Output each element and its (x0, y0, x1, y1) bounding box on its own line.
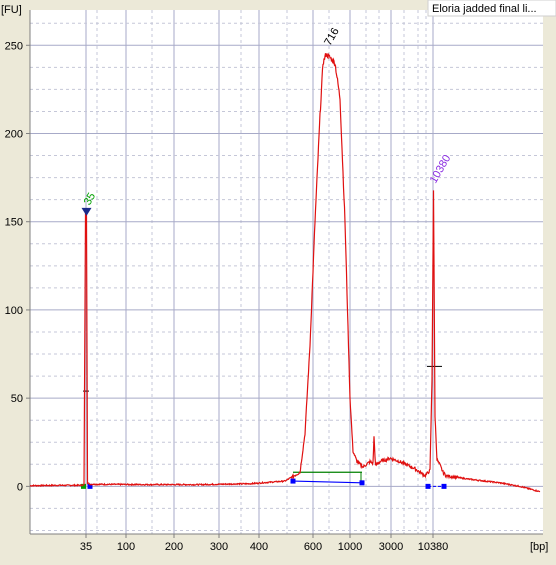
region-handle[interactable] (441, 483, 447, 489)
x-tick-label: 600 (304, 541, 322, 553)
x-tick-label: 100 (117, 541, 135, 553)
region-baseline (292, 480, 363, 484)
region-handle[interactable] (87, 483, 93, 489)
region-handle[interactable] (290, 478, 296, 484)
title-box (427, 0, 556, 17)
data-trace (29, 52, 541, 493)
axes: [FU] [bp] (1, 4, 548, 553)
y-tick-label: 0 (17, 481, 23, 493)
y-tick-label: 150 (5, 217, 23, 229)
region-handle[interactable] (359, 480, 365, 486)
peak-label: 35 (82, 191, 99, 208)
peak-marker-triangle (81, 207, 92, 216)
x-tick-label: 35 (80, 541, 92, 553)
grid-lines (30, 10, 543, 534)
x-tick-label: 1000 (338, 541, 362, 553)
x-tick-label: 400 (250, 541, 268, 553)
x-tick-label: 300 (210, 541, 228, 553)
x-tick-label: 200 (165, 541, 183, 553)
y-tick-label: 200 (5, 129, 23, 141)
y-axis-label: [FU] (1, 4, 22, 16)
y-tick-label: 50 (11, 393, 23, 405)
y-tick-label: 250 (5, 40, 23, 52)
marker-handle[interactable] (81, 483, 86, 489)
plot-area (30, 10, 543, 534)
region-markers (81, 365, 447, 489)
y-tick-labels: 0 50 100 150 200 250 (5, 40, 30, 493)
x-axis-label: [bp] (530, 541, 548, 553)
x-tick-label: 10380 (418, 541, 449, 553)
y-tick-label: 100 (5, 305, 23, 317)
x-tick-labels: 35 100 200 300 400 600 1000 3000 10380 (80, 534, 448, 553)
region-handle[interactable] (425, 483, 431, 489)
chart-title: Eloria jadded final li... (432, 3, 537, 15)
x-tick-label: 3000 (379, 541, 403, 553)
